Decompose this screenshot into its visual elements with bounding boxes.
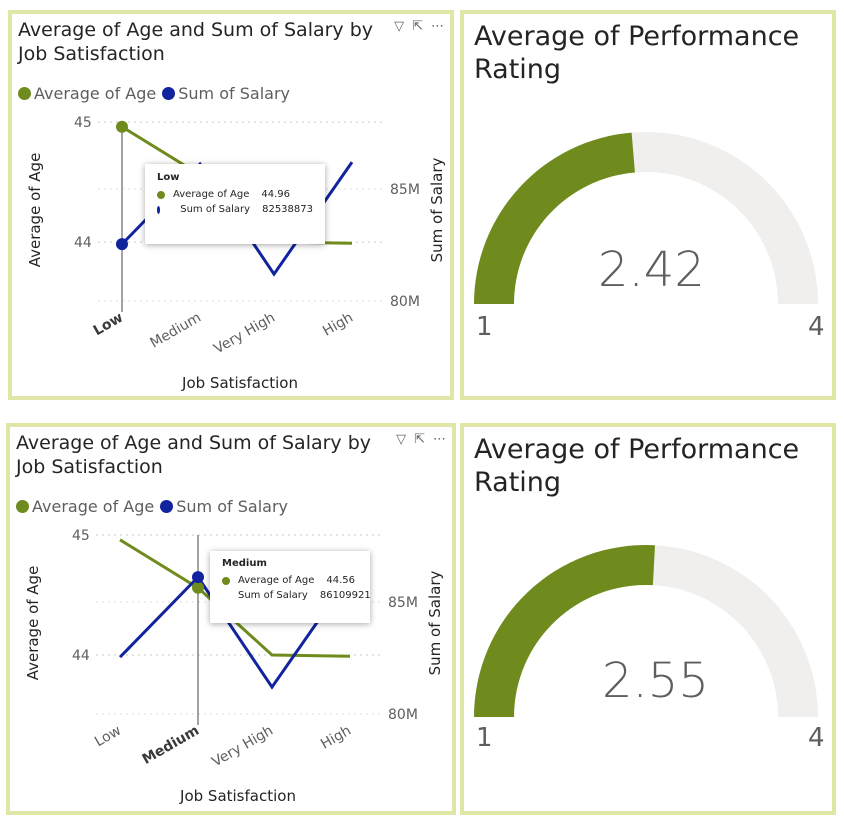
data-point-salary (116, 238, 128, 251)
x-tick-label: Low (92, 723, 124, 751)
legend-label-age: Average of Age (34, 84, 157, 103)
x-tick-label: Low (91, 310, 126, 340)
x-tick-label: High (318, 723, 354, 753)
y2-axis-title: Sum of Salary (426, 571, 444, 676)
x-tick-label: Very High (209, 723, 276, 771)
gauge-panel-bottom[interactable]: Average of Performance Rating 2.55 1 4 (460, 423, 836, 815)
x-tick-label: Medium (148, 310, 204, 352)
tooltip: Low Average of Age 44.96 Sum of Salary 825… (145, 164, 325, 244)
y2-axis-title: Sum of Salary (428, 158, 446, 263)
data-point-salary (192, 571, 204, 584)
tooltip: Medium Average of Age 44.56 Sum of Salary… (210, 551, 371, 623)
legend-label-salary: Sum of Salary (178, 84, 290, 103)
tooltip-label-age: Average of Age (238, 575, 315, 586)
legend-item-age[interactable]: Average of Age (18, 84, 156, 103)
line-chart-plot: 45 44 85M 80M Average of Age Sum of Salary Job… (24, 528, 444, 805)
gauge-value: 2.55 (602, 653, 709, 709)
gauge-max-label: 4 (808, 723, 825, 753)
line-chart-panel-bottom[interactable]: Average of Age and Sum of Salary by Job … (6, 423, 456, 815)
gauge-fill (474, 132, 635, 304)
gauge-arc (474, 132, 818, 304)
tooltip-value-salary: 86109921 (319, 590, 371, 601)
tooltip-row-age: Average of Age 44.96 (157, 189, 313, 200)
chart-title: Average of Age and Sum of Salary by Job … (18, 19, 374, 65)
line-chart-panel-top[interactable]: Average of Age and Sum of Salary by Job … (8, 10, 454, 400)
focus-mode-icon[interactable]: ⇱ (412, 19, 423, 34)
visual-header-icons: ▽ ⇱ ⋯ (396, 432, 446, 447)
y2-tick-label: 80M (388, 707, 418, 723)
gauge-fill (474, 545, 656, 717)
x-axis-title: Job Satisfaction (181, 374, 298, 392)
gauge-arc (474, 545, 818, 717)
gauge-title: Average of Performance Rating (474, 21, 800, 85)
legend: Average of Age Sum of Salary (18, 84, 296, 103)
filter-icon[interactable]: ▽ (394, 19, 405, 34)
y2-tick-label: 85M (390, 182, 420, 198)
x-tick-label: Medium (140, 723, 202, 768)
tooltip-value-age: 44.96 (261, 189, 291, 200)
gauge-min-label: 1 (476, 723, 493, 753)
legend-item-salary[interactable]: Sum of Salary (160, 497, 288, 516)
y-axis-title: Average of Age (24, 566, 42, 681)
tooltip-title: Medium (222, 558, 267, 569)
tooltip-label-salary: Sum of Salary (180, 204, 251, 215)
gauge-value: 2.42 (598, 242, 705, 298)
gauge-max-label: 4 (808, 312, 825, 342)
tooltip-row-age: Average of Age 44.56 (222, 575, 358, 586)
tooltip-label-salary: Sum of Salary (238, 590, 308, 601)
y2-tick-label: 80M (390, 294, 420, 310)
y-tick-label: 44 (74, 235, 92, 251)
focus-mode-icon[interactable]: ⇱ (414, 432, 425, 447)
tooltip-value-age: 44.56 (326, 575, 356, 586)
legend-label-age: Average of Age (32, 497, 155, 516)
more-options-icon[interactable]: ⋯ (433, 432, 446, 447)
legend-marker-age (16, 500, 29, 513)
legend: Average of Age Sum of Salary (16, 497, 294, 516)
data-point-age (116, 120, 128, 133)
legend-item-salary[interactable]: Sum of Salary (162, 84, 290, 103)
more-options-icon[interactable]: ⋯ (431, 19, 444, 34)
gauge-panel-top[interactable]: Average of Performance Rating 2.42 1 4 (460, 10, 836, 400)
y-tick-label: 45 (72, 528, 90, 544)
legend-marker-salary (160, 500, 174, 513)
y-axis-title: Average of Age (26, 153, 44, 268)
legend-marker-salary (162, 87, 176, 100)
x-tick-label: High (320, 310, 356, 340)
tooltip-marker-age (222, 576, 230, 585)
legend-marker-age (18, 87, 31, 100)
tooltip-marker-salary (157, 205, 161, 214)
x-tick-label: Very High (211, 310, 278, 358)
tooltip-title: Low (157, 172, 180, 183)
tooltip-value-salary: 82538873 (262, 204, 313, 215)
tooltip-label-age: Average of Age (173, 189, 250, 200)
legend-item-age[interactable]: Average of Age (16, 497, 154, 516)
legend-label-salary: Sum of Salary (176, 497, 288, 516)
series-line-salary (118, 574, 352, 690)
y-tick-label: 45 (74, 115, 92, 131)
gauge-min-label: 1 (476, 312, 493, 342)
gauge-title: Average of Performance Rating (474, 434, 800, 498)
x-axis-title: Job Satisfaction (179, 787, 296, 805)
visual-header-icons: ▽ ⇱ ⋯ (394, 19, 444, 34)
filter-icon[interactable]: ▽ (396, 432, 407, 447)
tooltip-marker-age (157, 190, 165, 199)
tooltip-row-salary: Sum of Salary 82538873 (157, 204, 313, 215)
y-tick-label: 44 (72, 648, 90, 664)
chart-title: Average of Age and Sum of Salary by Job … (16, 432, 372, 478)
tooltip-row-salary: Sum of Salary 86109921 (222, 590, 371, 601)
y2-tick-label: 85M (388, 595, 418, 611)
data-point-age (192, 581, 204, 594)
